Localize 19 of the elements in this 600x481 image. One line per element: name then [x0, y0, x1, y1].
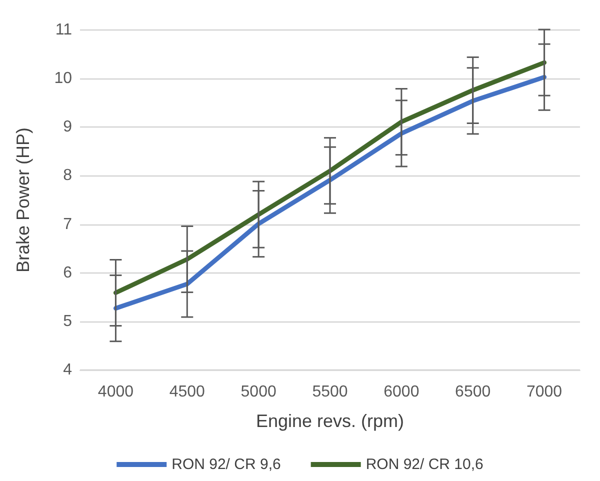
- legend-label: RON 92/ CR 10,6: [366, 456, 484, 473]
- x-tick-label: 7000: [526, 384, 562, 400]
- x-axis-title: Engine revs. (rpm): [256, 411, 404, 431]
- x-tick-label: 4500: [169, 384, 206, 400]
- y-tick-label: 7: [63, 216, 72, 233]
- y-tick-label: 9: [63, 118, 72, 136]
- y-tick-label: 10: [54, 70, 72, 88]
- y-tick-label: 5: [63, 312, 72, 330]
- y-tick-label: 4: [63, 362, 72, 378]
- y-tick-label: 8: [63, 167, 72, 184]
- x-tick-label: 5000: [240, 384, 276, 400]
- x-tick-label: 5500: [312, 384, 348, 400]
- x-tick-label: 4000: [98, 384, 134, 400]
- y-tick-label: 11: [55, 22, 72, 38]
- y-axis-title: Brake Power (HP): [13, 127, 33, 273]
- legend-label: RON 92/ CR 9,6: [172, 456, 281, 473]
- x-tick-label: 6500: [455, 384, 491, 400]
- y-tick-label: 6: [63, 264, 72, 282]
- x-tick-label: 6000: [384, 384, 420, 400]
